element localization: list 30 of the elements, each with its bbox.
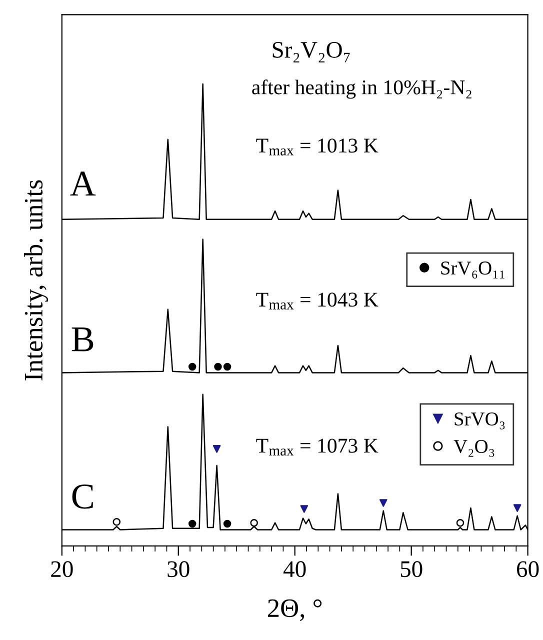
text: Sr₂V₂O₇	[272, 42, 350, 62]
annotation: T$_{max}$ = 1013 K	[256, 138, 378, 156]
point	[379, 499, 388, 507]
legend-label: V₂O₃	[454, 440, 494, 457]
point	[112, 518, 121, 526]
point	[212, 445, 221, 453]
point	[250, 518, 258, 527]
point	[456, 518, 464, 527]
x-tick-label: 20	[51, 561, 73, 578]
x-tick-label: 30	[168, 561, 190, 578]
annotation: after heating in 10%H₂-N₂	[252, 80, 472, 99]
point	[223, 520, 232, 528]
annotation: B	[72, 328, 94, 352]
annotation: T$_{max}$ = 1043 K	[256, 292, 378, 310]
point	[513, 504, 522, 512]
y-axis-title: Intensity, arb. units	[24, 180, 48, 380]
point	[214, 362, 222, 371]
annotation: A	[70, 172, 96, 196]
point	[188, 520, 196, 528]
point	[188, 362, 196, 371]
annotation: T$_{max}$ = 1073 K	[256, 438, 378, 456]
legend-label: SrVO₃	[454, 412, 505, 430]
point	[300, 505, 308, 513]
x-tick-label: 40	[284, 561, 306, 578]
point	[223, 362, 232, 371]
annotation: C	[72, 484, 93, 509]
x-axis-title: 2Θ, °	[268, 599, 322, 621]
legend-label: SrV₆O₁₁	[441, 262, 504, 278]
x-tick-label: 50	[400, 561, 422, 578]
x-tick-label: 60	[517, 561, 539, 578]
